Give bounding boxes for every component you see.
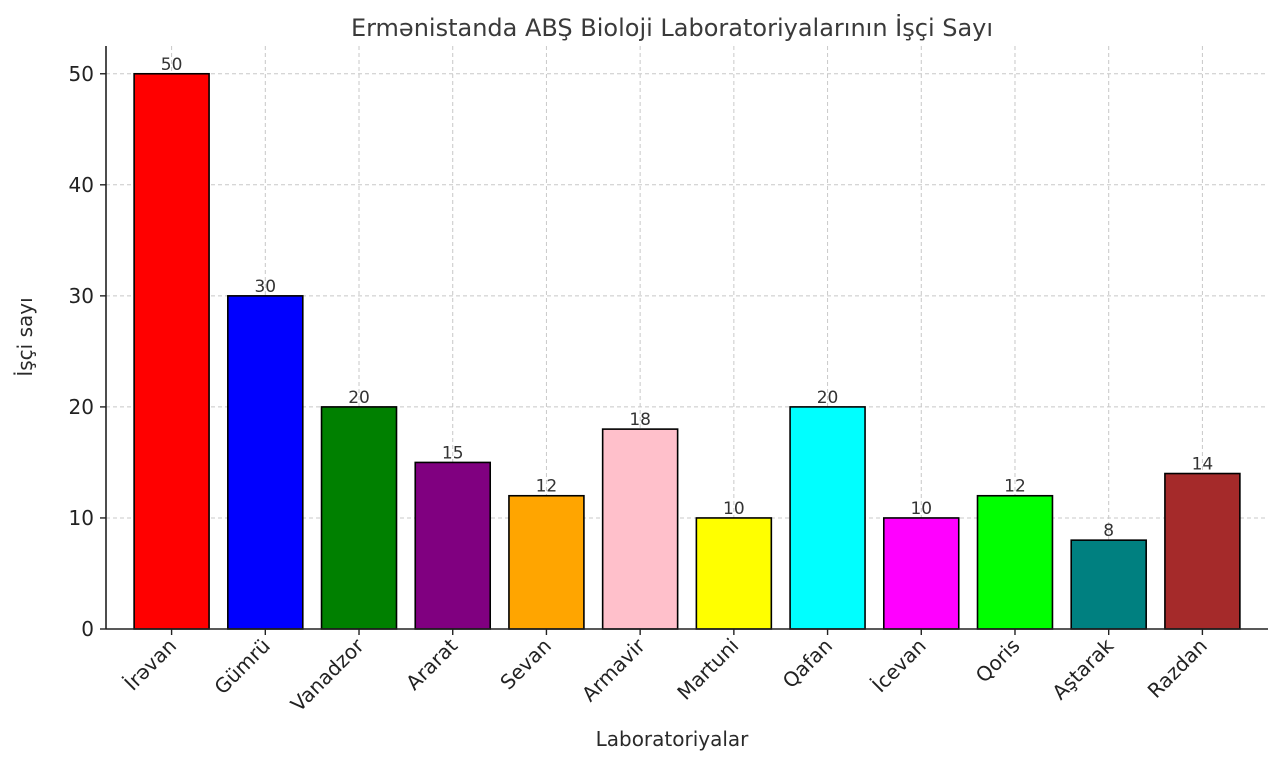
- bar: [320, 406, 398, 630]
- bar: [789, 406, 866, 630]
- axes: [105, 46, 1268, 630]
- y-tick-label: 30: [69, 284, 94, 308]
- y-tick-label: 10: [69, 506, 94, 530]
- chart-title: Ermənistanda ABŞ Bioloji Laboratoriyalar…: [351, 13, 993, 42]
- bar-value-label: 12: [536, 477, 558, 497]
- bar-value-label: 20: [817, 388, 839, 408]
- x-tick-label: İcevan: [867, 634, 931, 698]
- bar: [882, 517, 960, 630]
- bar-value-label: 15: [442, 443, 464, 463]
- y-tick-label: 0: [81, 617, 94, 641]
- bar-value-label: 14: [1192, 455, 1214, 475]
- bar-value-label: 12: [1004, 477, 1026, 497]
- x-tick-label: Armavir: [577, 633, 650, 706]
- bar: [414, 461, 492, 630]
- bar: [601, 428, 679, 630]
- bar-value-label: 8: [1103, 521, 1114, 541]
- x-tick-label: Gümrü: [209, 634, 274, 699]
- y-axis-label: İşçi sayı: [13, 297, 37, 376]
- bar-value-label: 18: [629, 410, 651, 430]
- bar-value-label: 10: [910, 499, 932, 519]
- x-tick-label: Aştarak: [1047, 633, 1118, 704]
- bar: [508, 494, 585, 630]
- x-ticks: İrəvan Gümrü Vanadzor Ararat Sevan Armavir Mar…: [119, 629, 1212, 716]
- bar: [1164, 472, 1241, 630]
- bar: [695, 517, 773, 630]
- bar: [227, 295, 304, 630]
- value-labels: 50 30 20 15 12 18 10 20 10 12 8 14: [161, 55, 1213, 541]
- bar-value-label: 20: [348, 388, 370, 408]
- x-tick-label: Qoris: [971, 634, 1025, 688]
- x-tick-label: Martuni: [672, 634, 743, 705]
- x-tick-label: Sevan: [495, 634, 556, 695]
- bar: [133, 72, 210, 630]
- bars: [133, 72, 1241, 630]
- y-tick-label: 20: [69, 395, 94, 419]
- x-tick-label: Ararat: [401, 633, 462, 694]
- y-tick-label: 40: [69, 173, 94, 197]
- bar-value-label: 30: [254, 277, 276, 297]
- x-tick-label: Razdan: [1143, 634, 1212, 703]
- bar-value-label: 10: [723, 499, 745, 519]
- x-axis-label: Laboratoriyalar: [596, 727, 750, 751]
- y-ticks: 0 10 20 30 40 50: [69, 62, 106, 641]
- x-tick-label: Vanadzor: [286, 633, 369, 716]
- bar: [1070, 539, 1147, 630]
- x-tick-label: Qafan: [778, 634, 837, 693]
- x-tick-label: İrəvan: [119, 634, 181, 696]
- bar: [976, 494, 1054, 630]
- bar-value-label: 50: [161, 55, 183, 75]
- y-tick-label: 50: [69, 62, 94, 86]
